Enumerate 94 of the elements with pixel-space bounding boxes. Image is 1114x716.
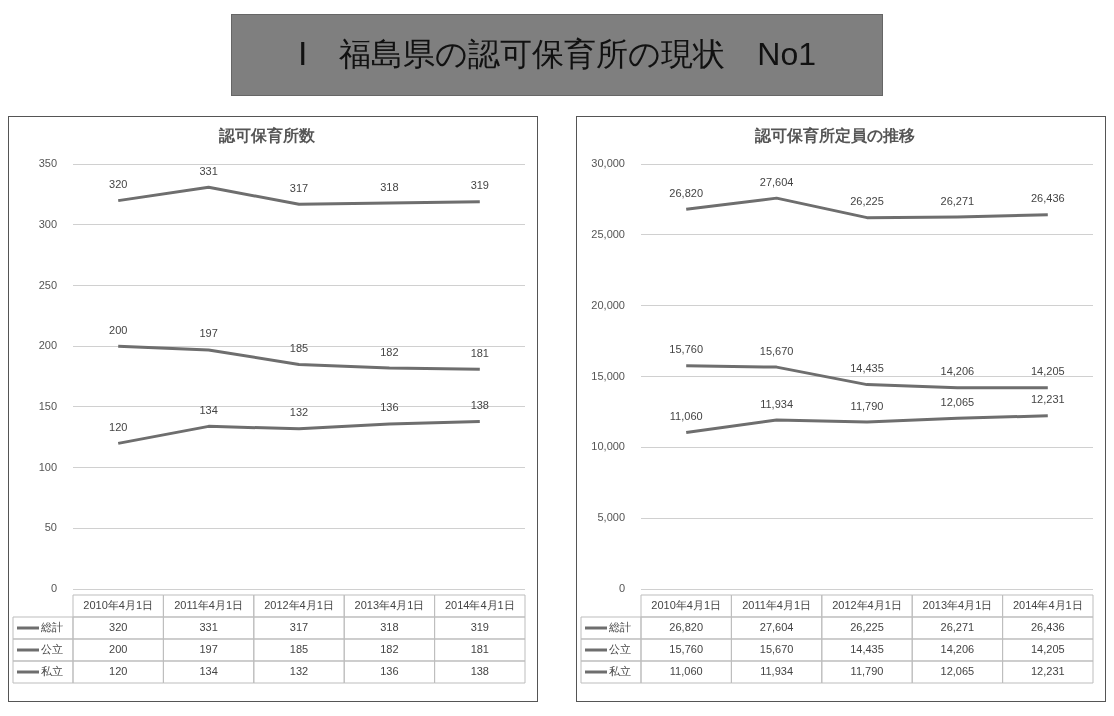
y-tick-label: 300	[38, 217, 57, 230]
text: 14,435	[850, 362, 884, 375]
data-label: 136	[380, 665, 399, 678]
x-tick-label: 2011年4月1日	[742, 599, 812, 612]
text: 11,060	[669, 409, 703, 422]
x-tick-label: 2010年4月1日	[83, 599, 154, 612]
data-label: 185	[289, 643, 309, 656]
data-label: 132	[289, 665, 309, 678]
data-label: 27,604	[759, 621, 794, 634]
data-label: 11,790	[850, 665, 884, 678]
text: 15,670	[759, 344, 794, 357]
y-tick-label: 10,000	[591, 440, 625, 453]
text: 134	[199, 403, 218, 416]
legend-label: 公立	[609, 643, 631, 656]
data-label: 317	[289, 621, 309, 634]
data-label: 12,065	[940, 665, 975, 678]
data-label: 134	[199, 665, 218, 678]
text: 200	[109, 323, 128, 336]
data-label: 318	[380, 621, 399, 634]
y-tick-label: 100	[38, 460, 57, 473]
data-label: 11,060	[669, 665, 703, 678]
x-tick-label: 2012年4月1日	[264, 599, 334, 612]
data-label: 320	[109, 621, 128, 634]
data-label: 200	[109, 643, 128, 656]
data-label: 15,670	[759, 643, 794, 656]
legend-label: 総計	[40, 621, 63, 634]
text: 14,205	[1030, 365, 1065, 378]
x-tick-label: 2013年4月1日	[354, 599, 425, 612]
data-label: 181	[470, 643, 489, 656]
data-label: 15,760	[669, 643, 704, 656]
x-tick-label: 2013年4月1日	[922, 599, 993, 612]
y-tick-label: 150	[38, 399, 57, 412]
y-tick-label: 350	[38, 157, 57, 170]
text: 26,436	[1030, 192, 1065, 205]
text: 26,820	[669, 186, 704, 199]
data-label: 26,820	[669, 621, 704, 634]
text: 136	[380, 401, 399, 414]
x-tick-label: 2014年4月1日	[1012, 599, 1083, 612]
text: 12,065	[940, 395, 975, 408]
text: 181	[470, 346, 489, 359]
data-label: 11,934	[760, 665, 794, 678]
text: Ⅰ 福島県の認可保育所の現状 No1	[231, 14, 883, 96]
y-tick-label: 200	[38, 339, 57, 352]
y-tick-label: 20,000	[591, 298, 625, 311]
text: 26,225	[850, 195, 884, 208]
text: 331	[199, 164, 218, 177]
data-label: 120	[109, 665, 128, 678]
data-label: 138	[470, 665, 489, 678]
x-tick-label: 2011年4月1日	[174, 599, 244, 612]
text: 27,604	[759, 175, 794, 188]
legend-label: 私立	[609, 665, 631, 678]
y-tick-label: 250	[38, 278, 57, 291]
text: 182	[380, 345, 399, 358]
data-label: 14,205	[1030, 643, 1065, 656]
text: 132	[289, 406, 309, 419]
data-label: 331	[199, 621, 218, 634]
y-tick-label: 25,000	[591, 228, 625, 241]
chart-title: 認可保育所数	[218, 126, 316, 145]
x-tick-label: 2012年4月1日	[832, 599, 902, 612]
text: 26,271	[940, 194, 975, 207]
text: 319	[470, 179, 489, 192]
legend-label: 私立	[41, 665, 63, 678]
legend-label: 公立	[41, 643, 63, 656]
y-tick-label: 0	[618, 582, 625, 595]
text: 11,790	[850, 399, 884, 412]
text: 11,934	[760, 397, 794, 410]
text: 15,760	[669, 343, 704, 356]
x-tick-label: 2010年4月1日	[651, 599, 722, 612]
chart-title: 認可保育所定員の推移	[754, 126, 915, 145]
legend-label: 総計	[608, 621, 631, 634]
data-label: 319	[470, 621, 489, 634]
y-tick-label: 0	[50, 582, 57, 595]
text: 120	[109, 420, 128, 433]
data-label: 14,206	[940, 643, 975, 656]
data-label: 182	[380, 643, 399, 656]
text: 317	[289, 181, 309, 194]
text: 318	[380, 180, 399, 193]
y-tick-label: 30,000	[591, 157, 625, 170]
text: 320	[109, 178, 128, 191]
text: 138	[470, 399, 489, 412]
data-label: 26,436	[1030, 621, 1065, 634]
x-tick-label: 2014年4月1日	[444, 599, 515, 612]
text: 14,206	[940, 365, 975, 378]
data-label: 12,231	[1030, 665, 1065, 678]
y-tick-label: 15,000	[591, 369, 625, 382]
text: 12,231	[1030, 393, 1065, 406]
data-label: 14,435	[850, 643, 884, 656]
data-label: 26,271	[940, 621, 975, 634]
text: 185	[289, 341, 309, 354]
data-label: 197	[199, 643, 218, 656]
y-tick-label: 5,000	[597, 511, 625, 524]
text: 197	[199, 327, 218, 340]
y-tick-label: 50	[44, 521, 57, 534]
data-label: 26,225	[850, 621, 884, 634]
